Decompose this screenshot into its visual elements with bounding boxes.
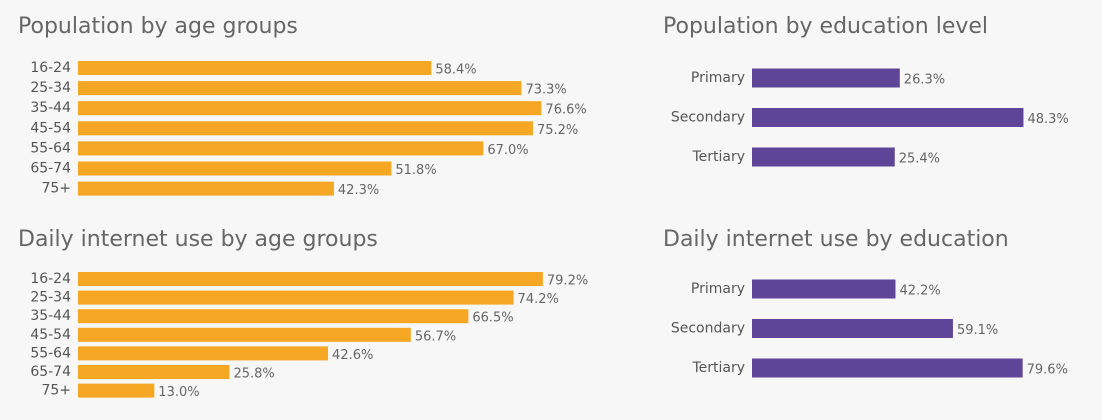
category-label-primary: Primary <box>691 281 745 297</box>
category-label-25-34: 25-34 <box>30 290 71 306</box>
value-label-55-64: 67.0% <box>487 143 528 158</box>
bar-primary <box>752 68 900 88</box>
category-label-16-24: 16-24 <box>30 271 71 287</box>
bar-25-34 <box>78 81 522 96</box>
value-label-35-44: 76.6% <box>545 103 586 118</box>
chart-population-education: Primary 26.3% Secondary 48.3% Tertiary 25.4% <box>671 68 1069 167</box>
bar-55-64 <box>78 141 484 156</box>
bar-secondary <box>752 108 1024 127</box>
value-label-16-24: 79.2% <box>547 274 588 289</box>
bar-45-54 <box>78 327 411 342</box>
bar-tertiary <box>752 358 1023 378</box>
category-label-65-74: 65-74 <box>30 161 71 177</box>
bar-65-74 <box>78 365 230 379</box>
value-label-primary: 26.3% <box>904 73 945 88</box>
bar-tertiary <box>752 147 895 167</box>
category-label-secondary: Secondary <box>671 321 745 337</box>
value-label-35-44: 66.5% <box>472 311 513 326</box>
value-label-25-34: 74.2% <box>518 292 559 307</box>
category-label-45-54: 45-54 <box>30 327 71 343</box>
chart-title-population-age: Population by age groups <box>18 14 298 39</box>
category-label-tertiary: Tertiary <box>691 360 745 376</box>
value-label-75-plus: 42.3% <box>338 183 379 198</box>
chart-internet-education: Primary 42.2% Secondary 59.1% Tertiary 79.6% <box>671 279 1068 378</box>
bar-secondary <box>752 319 953 338</box>
value-label-secondary: 48.3% <box>1027 112 1068 127</box>
category-label-16-24: 16-24 <box>30 60 71 76</box>
bar-25-34 <box>78 290 514 305</box>
category-label-45-54: 45-54 <box>30 120 71 136</box>
category-label-25-34: 25-34 <box>30 80 71 96</box>
bar-45-54 <box>78 121 533 136</box>
chart-internet-age: 16-24 79.2% 25-34 74.2% 35-44 66.5% 45-54 56.7%… <box>30 271 588 400</box>
category-label-primary: Primary <box>691 70 745 86</box>
bar-55-64 <box>78 346 329 361</box>
chart-panel-population-age: Population by age groups 16-24 58.4% 25-34… <box>18 14 598 202</box>
value-label-45-54: 56.7% <box>415 329 456 344</box>
chart-panel-internet-education: Daily internet use by education Primary 4… <box>663 227 1093 397</box>
bar-16-24 <box>78 61 432 75</box>
chart-title-internet-age: Daily internet use by age groups <box>18 227 378 252</box>
bar-75-plus <box>78 383 155 398</box>
value-label-tertiary: 25.4% <box>899 152 940 167</box>
value-label-65-74: 51.8% <box>395 163 436 178</box>
bar-65-74 <box>78 161 392 176</box>
category-label-secondary: Secondary <box>671 110 745 126</box>
chart-population-age: 16-24 58.4% 25-34 73.3% 35-44 76.6% 45-54 75.2%… <box>30 60 586 198</box>
bar-primary <box>752 279 896 299</box>
chart-panel-population-education: Population by education level Primary 26.… <box>663 14 1093 184</box>
value-label-75-plus: 13.0% <box>158 385 199 400</box>
category-label-tertiary: Tertiary <box>691 149 745 165</box>
category-label-55-64: 55-64 <box>30 140 71 156</box>
bar-35-44 <box>78 101 542 116</box>
category-label-35-44: 35-44 <box>30 308 71 324</box>
category-label-35-44: 35-44 <box>30 100 71 116</box>
value-label-primary: 42.2% <box>899 284 940 299</box>
chart-title-population-education: Population by education level <box>663 14 989 39</box>
chart-title-internet-education: Daily internet use by education <box>663 227 1009 252</box>
value-label-45-54: 75.2% <box>537 123 578 138</box>
category-label-75-plus: 75+ <box>41 383 71 399</box>
value-label-tertiary: 79.6% <box>1027 363 1068 378</box>
value-label-25-34: 73.3% <box>525 83 566 98</box>
bar-75-plus <box>78 181 334 196</box>
chart-panel-internet-age: Daily internet use by age groups 16-24 79… <box>18 227 598 412</box>
value-label-55-64: 42.6% <box>332 348 373 363</box>
bar-16-24 <box>78 272 543 286</box>
category-label-55-64: 55-64 <box>30 345 71 361</box>
value-label-secondary: 59.1% <box>957 323 998 338</box>
value-label-65-74: 25.8% <box>233 367 274 382</box>
bar-35-44 <box>78 309 469 324</box>
value-label-16-24: 58.4% <box>435 63 476 78</box>
category-label-75-plus: 75+ <box>41 181 71 197</box>
category-label-65-74: 65-74 <box>30 364 71 380</box>
